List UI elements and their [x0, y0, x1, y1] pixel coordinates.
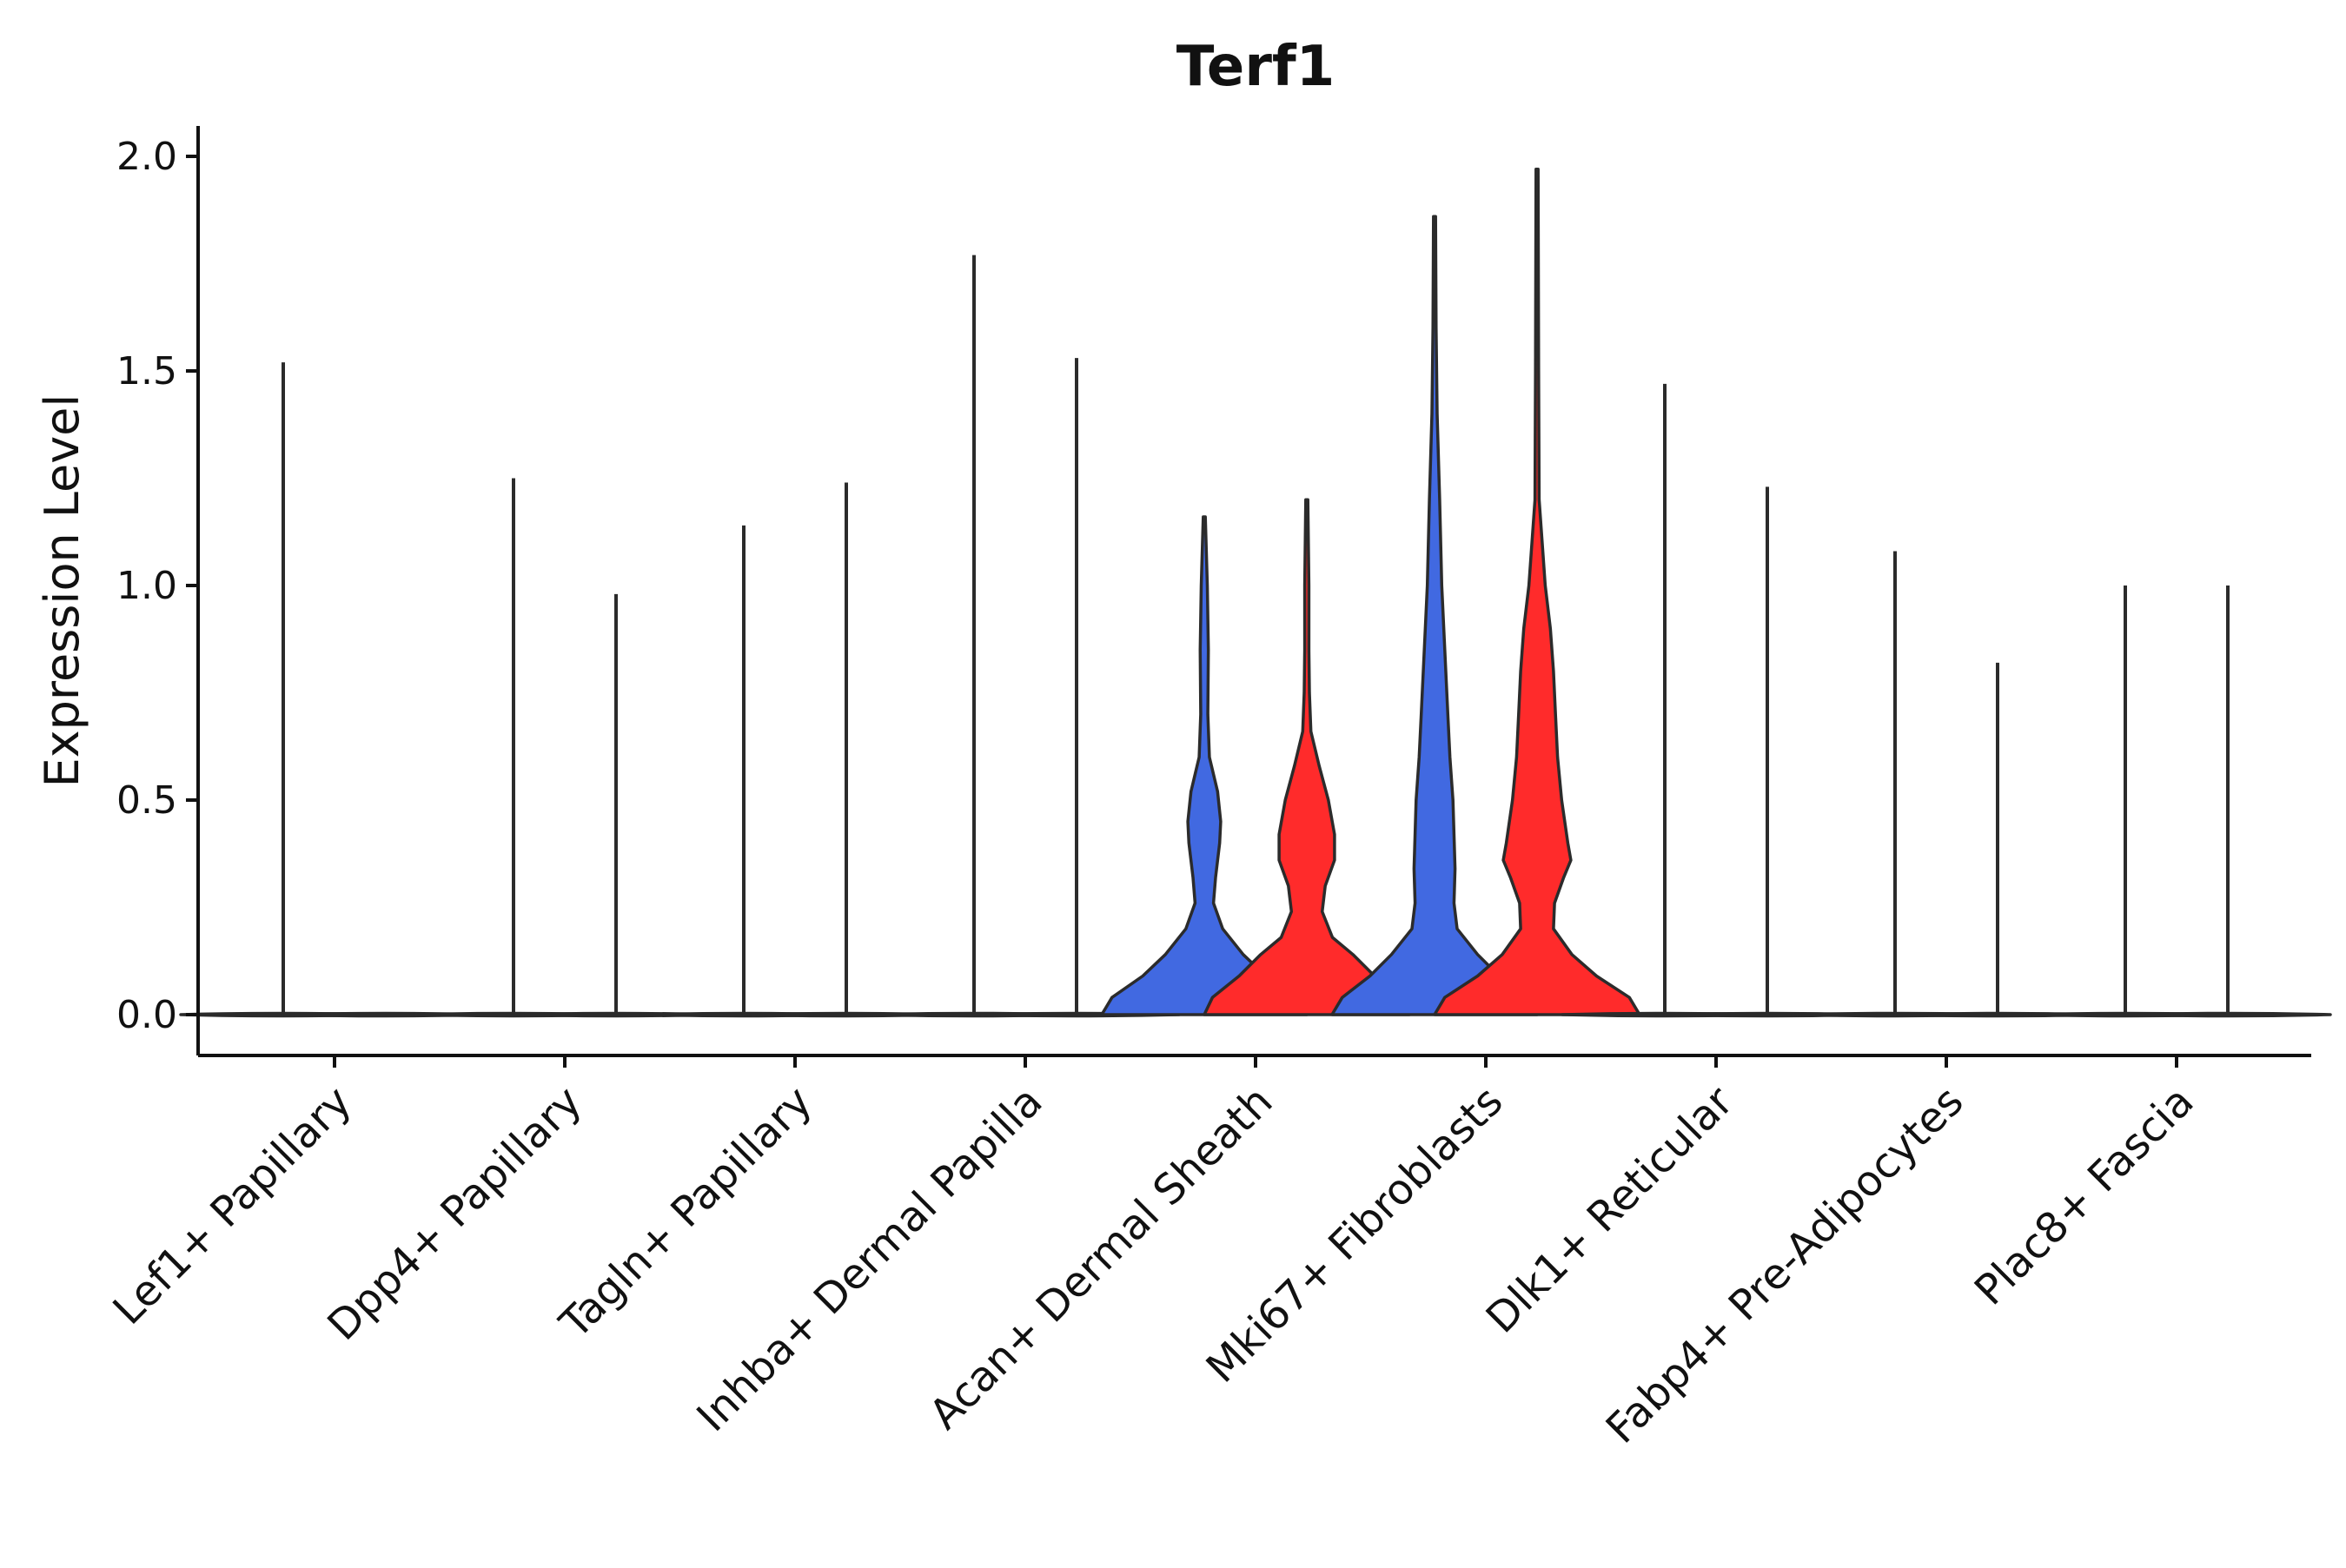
violin-red — [2124, 586, 2332, 1018]
chart-title: Terf1 — [1176, 35, 1335, 99]
x-tick-label: Lef1+ Papillary — [104, 1077, 361, 1334]
x-tick-label: Dlk1+ Reticular — [1477, 1077, 1743, 1343]
violin-red — [742, 482, 951, 1018]
violin-blue — [1100, 515, 1309, 1016]
y-tick-label: 0.5 — [116, 778, 177, 823]
violin-red — [1663, 486, 1872, 1018]
violin-red — [1203, 498, 1411, 1016]
violin-red — [512, 593, 720, 1018]
violin-red — [1893, 662, 2102, 1018]
violin-blue — [1330, 215, 1539, 1016]
violin-red — [1433, 168, 1641, 1016]
y-tick-label: 1.0 — [116, 564, 177, 608]
violin-blue — [640, 525, 848, 1018]
violin-layer — [179, 168, 2332, 1018]
y-tick-label: 0.0 — [116, 993, 177, 1037]
violin-blue — [2021, 586, 2230, 1018]
x-tick-label: Dpp4+ Papillary — [318, 1077, 591, 1350]
y-tick-label: 1.5 — [116, 349, 177, 394]
violin-blue — [409, 478, 618, 1018]
violin-blue — [179, 362, 388, 1018]
y-tick-label: 2.0 — [116, 135, 177, 179]
violin-red — [972, 358, 1181, 1018]
violin-blue — [870, 255, 1078, 1018]
x-tick-label: Tagln+ Papillary — [550, 1077, 821, 1348]
violin-blue — [1791, 551, 1999, 1018]
violin-blue — [1561, 383, 1769, 1018]
x-tick-label: Plac8+ Fascia — [1965, 1077, 2204, 1315]
y-axis-label: Expression Level — [35, 394, 89, 788]
